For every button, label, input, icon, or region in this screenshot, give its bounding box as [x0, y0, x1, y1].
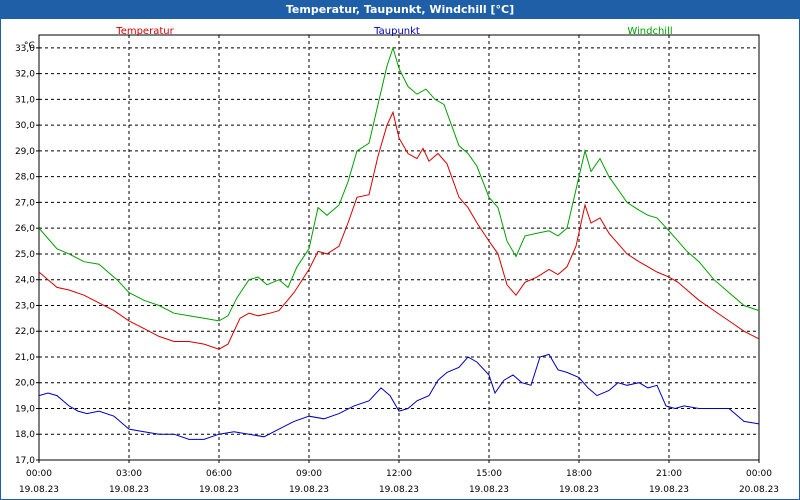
x-tick-time: 15:00: [476, 469, 502, 479]
legend-entry-taupunkt: Taupunkt: [373, 26, 420, 37]
series-line-windchill: [38, 46, 760, 322]
y-unit-label: °C: [24, 41, 35, 51]
x-tick-time: 21:00: [656, 469, 682, 479]
legend-entry-temperatur: Temperatur: [115, 26, 174, 37]
y-axis: 17,0 18,0 19,0 20,0 21,0 22,0 23,0 24,0 25,0 26,0…: [15, 44, 39, 466]
y-tick-label: 23,0: [15, 301, 35, 311]
y-tick-label: 30,0: [15, 121, 35, 131]
series-line-temperatur: [38, 110, 760, 350]
series-lines: [38, 46, 760, 440]
x-axis: 00:00 19.08.23 03:00 19.08.23 06:00 19.08.23 0…: [19, 460, 779, 495]
y-tick-label: 32,0: [15, 70, 35, 80]
y-tick-label: 19,0: [15, 404, 35, 414]
y-tick-label: 26,0: [15, 224, 35, 234]
grid-lines: [39, 35, 759, 460]
x-tick-time: 00:00: [746, 469, 772, 479]
legend: Temperatur Taupunkt Windchill: [115, 26, 672, 37]
x-tick-time: 00:00: [26, 469, 52, 479]
x-tick-date: 19.08.23: [289, 485, 329, 495]
x-tick-date: 19.08.23: [559, 485, 599, 495]
x-tick-time: 03:00: [116, 469, 142, 479]
y-tick-label: 20,0: [15, 379, 35, 389]
x-tick-date: 20.08.23: [739, 485, 779, 495]
y-tick-label: 25,0: [15, 250, 35, 260]
x-tick-time: 09:00: [296, 469, 322, 479]
y-tick-label: 27,0: [15, 198, 35, 208]
y-tick-label: 28,0: [15, 173, 35, 183]
x-tick-time: 12:00: [386, 469, 412, 479]
y-tick-label: 22,0: [15, 327, 35, 337]
y-tick-label: 31,0: [15, 95, 35, 105]
legend-entry-windchill: Windchill: [627, 26, 672, 37]
y-tick-label: 21,0: [15, 353, 35, 363]
x-tick-date: 19.08.23: [649, 485, 689, 495]
series-line-taupunkt: [38, 353, 760, 440]
x-tick-date: 19.08.23: [19, 485, 59, 495]
x-tick-time: 18:00: [566, 469, 592, 479]
y-tick-label: 24,0: [15, 276, 35, 286]
x-tick-date: 19.08.23: [379, 485, 419, 495]
x-tick-time: 06:00: [206, 469, 232, 479]
y-tick-label: 29,0: [15, 147, 35, 157]
y-tick-label: 33,0: [15, 44, 35, 54]
window-title: Temperatur, Taupunkt, Windchill [°C]: [1, 1, 799, 19]
y-tick-label: 18,0: [15, 430, 35, 440]
y-tick-label: 17,0: [15, 456, 35, 466]
x-tick-date: 19.08.23: [109, 485, 149, 495]
x-tick-date: 19.08.23: [469, 485, 509, 495]
x-tick-date: 19.08.23: [199, 485, 239, 495]
